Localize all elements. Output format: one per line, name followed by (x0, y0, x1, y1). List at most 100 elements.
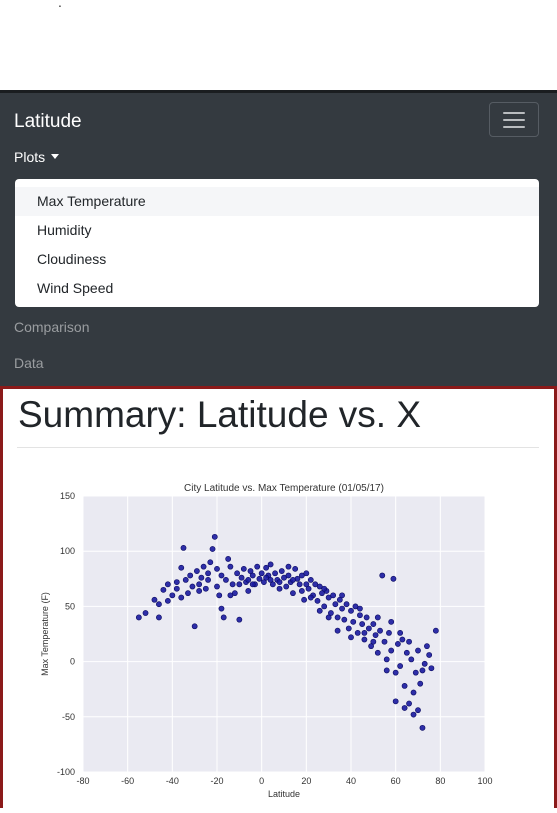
data-point (292, 565, 299, 572)
data-point (421, 660, 428, 667)
data-point (363, 614, 370, 621)
dropdown-item-wind-speed[interactable]: Wind Speed (37, 280, 114, 296)
data-point (332, 601, 339, 608)
data-point (408, 656, 415, 663)
data-point (256, 575, 263, 582)
dropdown-item-humidity[interactable]: Humidity (37, 222, 92, 238)
data-point (298, 588, 305, 594)
y-tick-label: 150 (60, 491, 75, 501)
data-point (397, 629, 404, 636)
data-point (200, 563, 207, 570)
data-point (249, 572, 256, 579)
data-point (412, 669, 419, 676)
data-point (227, 563, 234, 570)
scatter-chart: -80 -60 -40 -20 0 20 40 60 80 100 -100 -50 0 50 100 15… (40, 483, 493, 799)
plots-dropdown-menu: Max Temperature Humidity Cloudiness Wind… (15, 179, 539, 307)
data-point (240, 565, 247, 572)
nav-link-comparison[interactable]: Comparison (14, 319, 90, 335)
y-axis-label: Max Temperature (F) (40, 592, 50, 676)
data-point (263, 564, 270, 571)
data-point (401, 682, 408, 689)
data-point (303, 570, 310, 577)
data-point (359, 621, 366, 627)
data-point (307, 577, 314, 583)
data-point (383, 667, 390, 674)
plots-dropdown-toggle[interactable]: Plots (14, 149, 60, 165)
y-tick-label: 0 (70, 657, 75, 667)
x-tick-label: 20 (301, 776, 311, 786)
data-point (321, 585, 328, 592)
data-point (401, 705, 408, 711)
y-tick-label: -100 (57, 767, 75, 777)
x-axis-label: Latitude (268, 789, 300, 799)
data-point (348, 607, 354, 614)
chart-title: City Latitude vs. Max Temperature (01/05… (184, 483, 384, 494)
navbar-brand[interactable]: Latitude (14, 111, 82, 132)
data-point (223, 577, 229, 583)
data-point (234, 570, 240, 577)
data-point (216, 592, 223, 599)
data-point (290, 577, 296, 583)
x-tick-label: -20 (210, 776, 223, 786)
data-point (191, 623, 198, 630)
data-point (307, 594, 314, 601)
data-point (193, 568, 200, 574)
data-point (392, 698, 399, 705)
data-point (211, 533, 218, 540)
data-point (410, 711, 417, 718)
data-point (392, 669, 399, 676)
data-point (296, 581, 303, 588)
data-point (428, 665, 435, 672)
data-point (278, 568, 285, 574)
page-title: Summary: Latitude vs. X (18, 394, 422, 435)
plots-label: Plots (14, 149, 46, 165)
data-point (325, 614, 332, 621)
scatter-chart-container: -80 -60 -40 -20 0 20 40 60 80 100 -100 -50 0 50 100 15… (20, 476, 500, 808)
data-point (173, 585, 180, 592)
data-point (160, 586, 167, 593)
data-point (169, 592, 176, 599)
data-point (258, 570, 265, 577)
data-point (209, 546, 216, 552)
data-point (285, 563, 292, 570)
data-point (267, 561, 274, 568)
data-point (272, 570, 278, 577)
data-point (388, 618, 395, 625)
plot-area (83, 496, 485, 772)
data-point (196, 581, 203, 588)
data-point (399, 636, 406, 643)
data-point (394, 641, 401, 647)
data-point (426, 652, 433, 658)
data-point (218, 572, 225, 579)
data-point (180, 544, 187, 551)
data-point (410, 689, 417, 696)
data-point (419, 667, 426, 674)
data-point (348, 634, 354, 641)
data-point (236, 581, 243, 588)
data-point (339, 592, 345, 599)
data-point (415, 647, 421, 654)
data-point (397, 663, 404, 669)
data-point (316, 607, 323, 614)
data-point (283, 583, 290, 590)
data-point (249, 581, 256, 588)
data-point (345, 625, 352, 632)
data-point (189, 583, 196, 590)
data-point (321, 603, 328, 610)
dropdown-item-max-temperature[interactable]: Max Temperature (15, 187, 539, 216)
navbar-toggler-button[interactable] (489, 102, 539, 137)
x-tick-label: 80 (435, 776, 445, 786)
data-point (303, 581, 310, 588)
x-tick-labels: -80 -60 -40 -20 0 20 40 60 80 100 (76, 776, 492, 786)
data-point (406, 638, 412, 645)
data-point (357, 612, 363, 619)
data-point (370, 621, 377, 627)
data-point (377, 627, 383, 634)
nav-link-data[interactable]: Data (14, 355, 44, 371)
data-point (334, 627, 341, 634)
data-point (164, 581, 171, 588)
data-point (229, 581, 236, 588)
dropdown-item-cloudiness[interactable]: Cloudiness (37, 251, 107, 267)
data-point (214, 583, 220, 590)
data-point (156, 601, 162, 608)
